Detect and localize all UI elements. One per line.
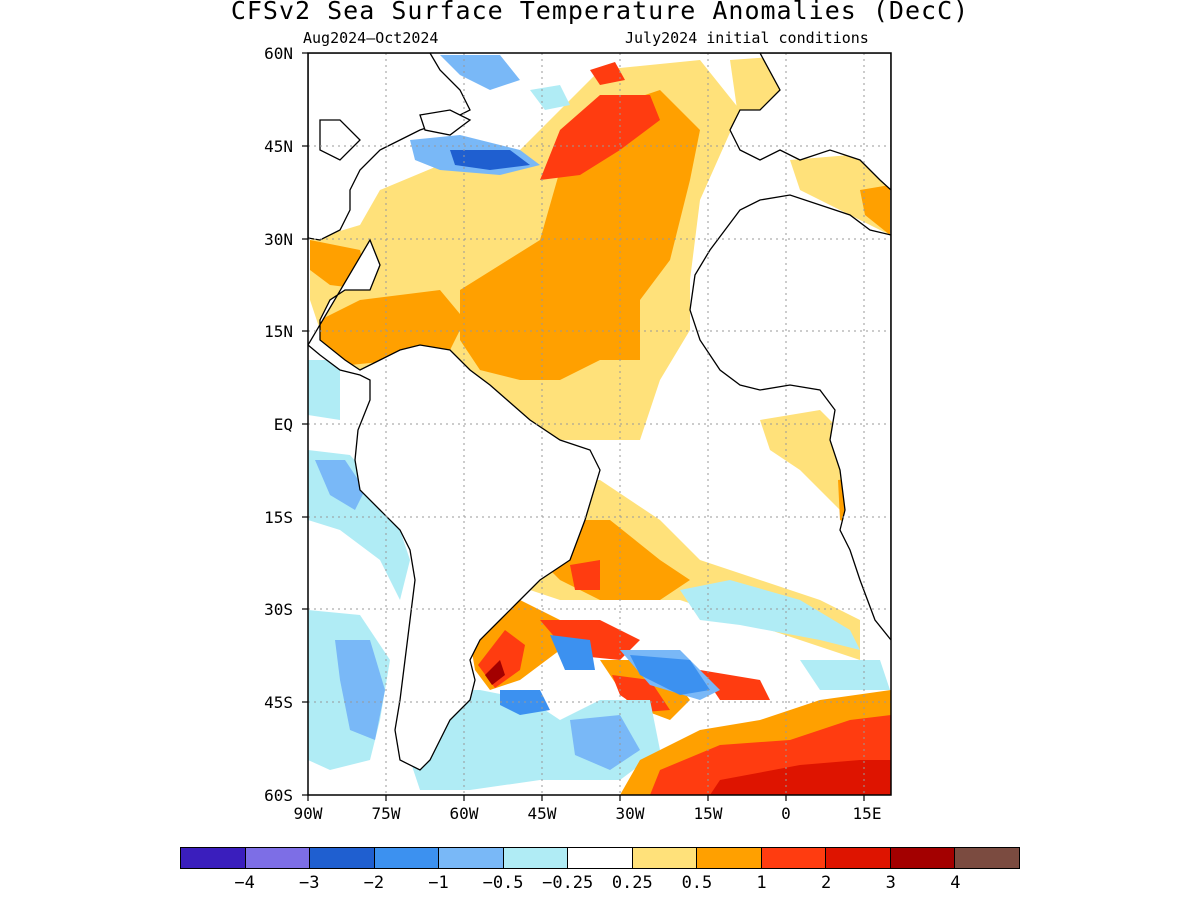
- initial-conditions: July2024 initial conditions: [625, 29, 869, 47]
- colorbar-swatch: [567, 847, 633, 869]
- lat-label: 60N: [264, 44, 293, 63]
- colorbar-label: 2: [821, 873, 832, 893]
- colorbar-label: −2: [363, 873, 385, 893]
- lat-label: 30N: [264, 230, 293, 249]
- colorbar-swatch: [438, 847, 504, 869]
- forecast-period: Aug2024–Oct2024: [303, 29, 439, 47]
- colorbar-swatch: [760, 847, 827, 869]
- coastlines: [308, 53, 891, 771]
- colorbar-label: 0.25: [611, 873, 653, 893]
- lon-label: 30W: [615, 804, 645, 823]
- lon-label: 60W: [449, 804, 479, 823]
- lat-label: 45S: [264, 693, 293, 712]
- lon-label: 90W: [293, 804, 323, 823]
- colorbar-label: −1: [428, 873, 449, 893]
- colorbar-label: −3: [298, 873, 320, 893]
- colorbar-swatch: [373, 847, 440, 869]
- colorbar-swatch: [244, 847, 311, 869]
- lat-label: 45N: [264, 137, 293, 156]
- colorbar-label: −4: [234, 873, 255, 893]
- lon-label: 75W: [371, 804, 401, 823]
- colorbar-swatch: [889, 847, 956, 869]
- colorbar-swatch: [180, 847, 246, 869]
- colorbar-swatch: [696, 847, 762, 869]
- lat-label: 60S: [264, 786, 293, 805]
- colorbar-label: 4: [950, 873, 961, 893]
- colorbar-swatch: [825, 847, 891, 869]
- colorbar-label: −0.25: [542, 873, 594, 893]
- colorbar-swatch: [502, 847, 569, 869]
- lat-label: EQ: [273, 415, 293, 434]
- map-title: CFSv2 Sea Surface Temperature Anomalies …: [230, 0, 970, 25]
- lon-label: 15E: [852, 804, 882, 823]
- colorbar-swatch: [954, 847, 1020, 869]
- lon-label: 15W: [693, 804, 723, 823]
- colorbar-label: 0.5: [681, 873, 713, 893]
- lon-label: 0: [781, 804, 791, 823]
- colorbar-label: 1: [756, 873, 767, 893]
- graticule: [308, 53, 891, 795]
- lon-label: 45W: [527, 804, 557, 823]
- lat-label: 30S: [264, 600, 293, 619]
- colorbar-label: −0.5: [482, 873, 524, 893]
- colorbar-label: 3: [885, 873, 896, 893]
- lat-label: 15S: [264, 508, 293, 527]
- colorbar-swatch: [309, 847, 375, 869]
- colorbar: [180, 847, 1020, 869]
- lat-label: 15N: [264, 322, 293, 341]
- colorbar-swatch: [631, 847, 698, 869]
- axis-ticks: [302, 52, 865, 801]
